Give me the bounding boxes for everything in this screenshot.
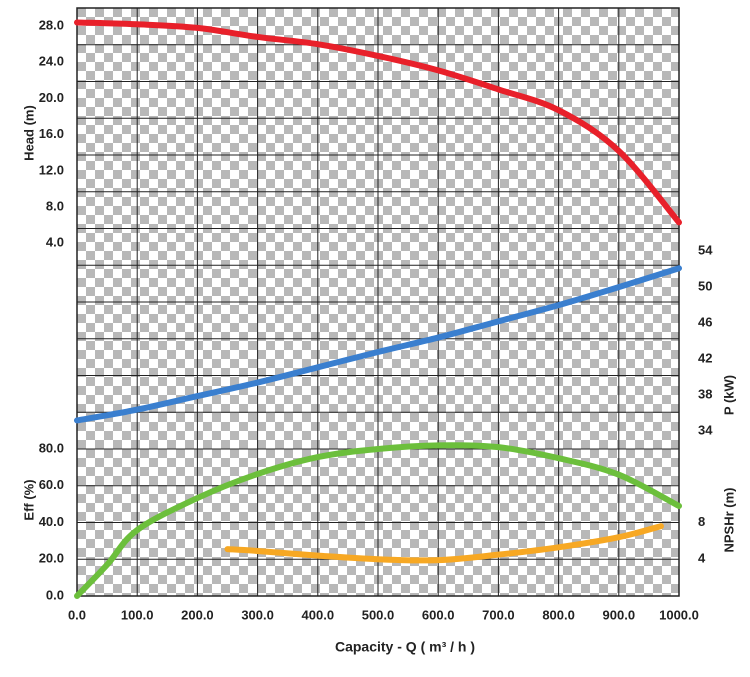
y-tick-label: 34 [698, 423, 713, 438]
y-tick-label: 42 [698, 351, 712, 366]
y-tick-label: 80.0 [39, 440, 64, 455]
labels: 0.0 100.0 200.0 300.0 400.0 500.0 600.0 700.0 80… [21, 18, 736, 623]
y-tick-label: 60.0 [39, 477, 64, 492]
curve [74, 265, 682, 424]
y-tick-label: 20.0 [39, 90, 64, 105]
y-axis-title: Eff (%) [21, 479, 36, 520]
x-tick-label: 300.0 [241, 607, 274, 622]
plot-frame [76, 7, 680, 597]
y-tick-label: 38 [698, 387, 712, 402]
x-tick-label: 1000.0 [659, 607, 699, 622]
y-tick-label: 54 [698, 243, 713, 258]
y-tick-label: 16.0 [39, 126, 64, 141]
y-tick-label: 0.0 [46, 587, 64, 602]
y-tick-label: 50 [698, 279, 712, 294]
x-axis-title: Capacity - Q ( m³ / h ) [335, 639, 475, 655]
x-tick-label: 200.0 [181, 607, 214, 622]
curve [74, 19, 682, 226]
y-tick-label: 46 [698, 315, 712, 330]
x-tick-label: 900.0 [603, 607, 636, 622]
curves [74, 19, 682, 599]
curve [224, 523, 664, 564]
y-tick-label: 20.0 [39, 551, 64, 566]
y-tick-label: 8.0 [46, 198, 64, 213]
x-tick-label: 600.0 [422, 607, 455, 622]
x-tick-label: 0.0 [68, 607, 86, 622]
y-axis-title: NPSHr (m) [721, 487, 736, 552]
x-tick-label: 400.0 [302, 607, 335, 622]
y-tick-label: 24.0 [39, 54, 64, 69]
y-tick-label: 28.0 [39, 18, 64, 33]
y-axis-title: P (kW) [721, 375, 736, 415]
y-tick-label: 4 [698, 551, 706, 566]
x-tick-label: 800.0 [542, 607, 575, 622]
y-tick-label: 40.0 [39, 514, 64, 529]
x-tick-label: 100.0 [121, 607, 154, 622]
y-tick-label: 12.0 [39, 162, 64, 177]
x-tick-label: 500.0 [362, 607, 395, 622]
curve [74, 442, 682, 599]
x-tick-label: 700.0 [482, 607, 515, 622]
y-tick-label: 8 [698, 514, 705, 529]
y-tick-label: 4.0 [46, 235, 64, 250]
y-axis-title: Head (m) [21, 105, 36, 161]
